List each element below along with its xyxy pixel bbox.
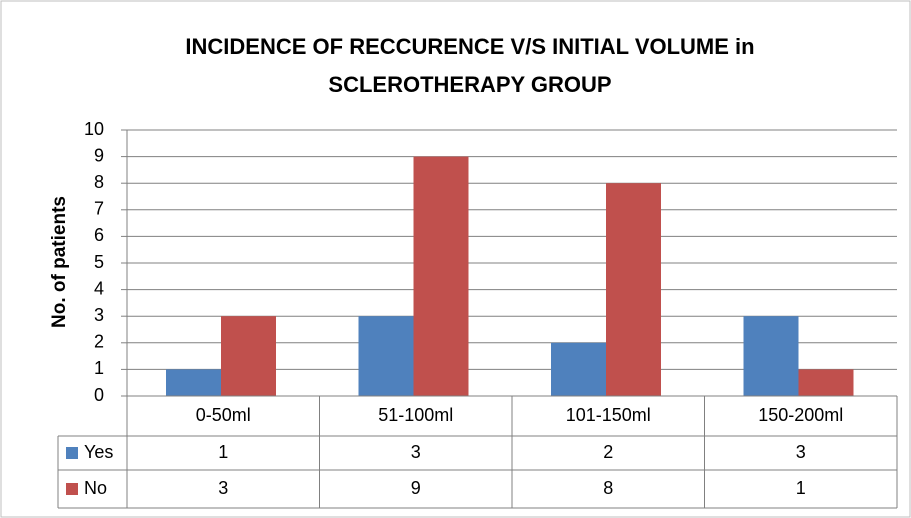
x-tick-label: 101-150ml <box>566 405 651 425</box>
table-value: 2 <box>603 442 613 462</box>
bar <box>166 369 221 396</box>
y-tick-label: 6 <box>94 225 104 245</box>
y-tick-label: 0 <box>94 385 104 405</box>
bar <box>221 316 276 396</box>
x-tick-label: 0-50ml <box>196 405 251 425</box>
bar <box>798 369 854 396</box>
y-tick-label: 9 <box>94 145 104 165</box>
bar <box>606 183 661 396</box>
bar <box>413 156 469 396</box>
chart-title: INCIDENCE OF RECCURENCE V/S INITIAL VOLU… <box>185 34 755 97</box>
table-value: 3 <box>218 478 228 498</box>
legend-label: No <box>84 478 107 498</box>
legend-key <box>66 483 78 495</box>
bar <box>743 316 799 396</box>
y-tick-label: 5 <box>94 252 104 272</box>
bar <box>358 316 414 396</box>
table-value: 3 <box>411 442 421 462</box>
bar <box>551 342 606 396</box>
table-value: 1 <box>796 478 806 498</box>
table-value: 3 <box>796 442 806 462</box>
y-tick-label: 7 <box>94 199 104 219</box>
legend-label: Yes <box>84 442 113 462</box>
y-tick-label: 1 <box>94 358 104 378</box>
y-tick-label: 3 <box>94 305 104 325</box>
y-tick-label: 8 <box>94 172 104 192</box>
y-tick-label: 2 <box>94 332 104 352</box>
table-value: 1 <box>218 442 228 462</box>
x-tick-label: 51-100ml <box>378 405 453 425</box>
table-value: 9 <box>411 478 421 498</box>
y-tick-label: 4 <box>94 278 104 298</box>
legend-key <box>66 447 78 459</box>
x-tick-label: 150-200ml <box>758 405 843 425</box>
y-axis-label: No. of patients <box>49 196 70 328</box>
y-tick-label: 10 <box>84 119 104 139</box>
table-value: 8 <box>603 478 613 498</box>
